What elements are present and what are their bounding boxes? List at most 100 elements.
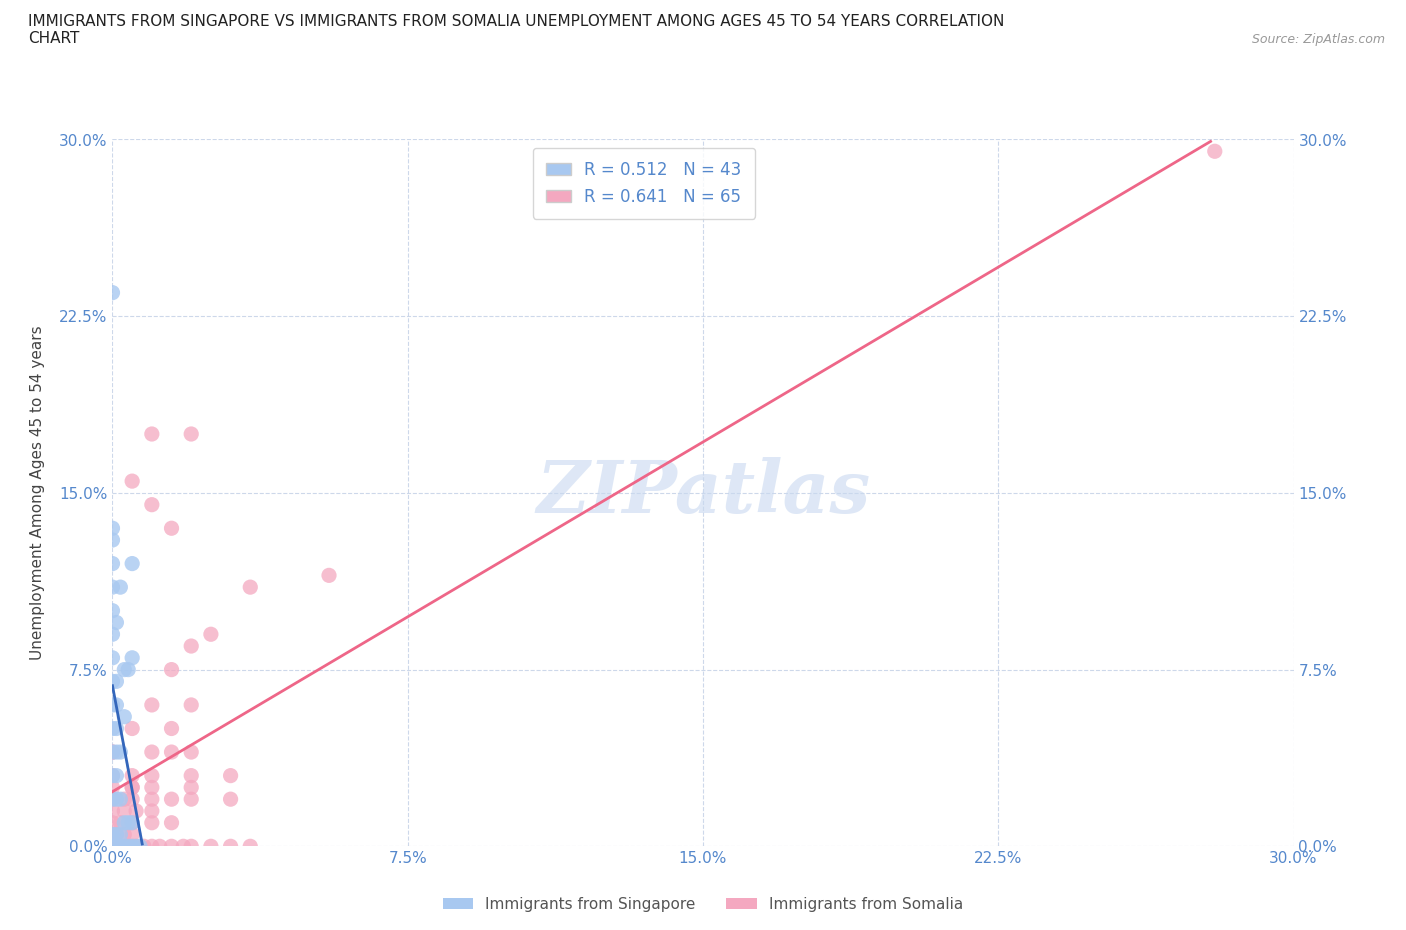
Point	[117, 662, 139, 677]
Point	[101, 839, 124, 854]
Point	[121, 780, 143, 795]
Point	[121, 721, 143, 736]
Point	[101, 650, 124, 665]
Point	[180, 427, 202, 442]
Point	[101, 745, 124, 760]
Point	[101, 839, 124, 854]
Point	[110, 816, 132, 830]
Point	[160, 521, 183, 536]
Point	[117, 816, 139, 830]
Point	[180, 745, 202, 760]
Point	[141, 427, 163, 442]
Point	[200, 627, 222, 642]
Point	[112, 839, 135, 854]
Point	[172, 839, 194, 854]
Point	[101, 804, 124, 818]
Point	[105, 745, 128, 760]
Point	[101, 745, 124, 760]
Point	[101, 627, 124, 642]
Point	[105, 827, 128, 842]
Point	[101, 780, 124, 795]
Point	[219, 791, 242, 806]
Point	[125, 839, 148, 854]
Point	[105, 615, 128, 630]
Point	[112, 839, 135, 854]
Point	[129, 839, 152, 854]
Point	[101, 533, 124, 548]
Point	[101, 827, 124, 842]
Point	[141, 780, 163, 795]
Point	[121, 839, 143, 854]
Point	[121, 827, 143, 842]
Point	[105, 827, 128, 842]
Point	[101, 816, 124, 830]
Point	[141, 816, 163, 830]
Point	[110, 839, 132, 854]
Point	[121, 839, 143, 854]
Point	[160, 839, 183, 854]
Point	[105, 698, 128, 712]
Point	[121, 768, 143, 783]
Point	[112, 710, 135, 724]
Point	[101, 286, 124, 300]
Point	[180, 639, 202, 654]
Point	[121, 816, 143, 830]
Point	[180, 698, 202, 712]
Point	[121, 791, 143, 806]
Point	[101, 604, 124, 618]
Point	[160, 662, 183, 677]
Point	[105, 768, 128, 783]
Point	[219, 768, 242, 783]
Point	[239, 839, 262, 854]
Point	[180, 839, 202, 854]
Point	[101, 579, 124, 594]
Point	[101, 791, 124, 806]
Point	[141, 745, 163, 760]
Point	[160, 791, 183, 806]
Point	[180, 791, 202, 806]
Text: Source: ZipAtlas.com: Source: ZipAtlas.com	[1251, 33, 1385, 46]
Point	[112, 804, 135, 818]
Point	[125, 839, 148, 854]
Point	[121, 650, 143, 665]
Y-axis label: Unemployment Among Ages 45 to 54 years: Unemployment Among Ages 45 to 54 years	[31, 326, 45, 660]
Point	[110, 791, 132, 806]
Point	[149, 839, 172, 854]
Legend: R = 0.512   N = 43, R = 0.641   N = 65: R = 0.512 N = 43, R = 0.641 N = 65	[533, 148, 755, 219]
Point	[105, 839, 128, 854]
Point	[110, 839, 132, 854]
Point	[200, 839, 222, 854]
Point	[141, 768, 163, 783]
Point	[105, 791, 128, 806]
Point	[121, 816, 143, 830]
Point	[105, 839, 128, 854]
Point	[121, 473, 143, 488]
Point	[112, 816, 135, 830]
Point	[112, 827, 135, 842]
Point	[121, 556, 143, 571]
Point	[141, 804, 163, 818]
Point	[112, 662, 135, 677]
Point	[160, 816, 183, 830]
Point	[105, 721, 128, 736]
Point	[180, 768, 202, 783]
Point	[141, 791, 163, 806]
Legend: Immigrants from Singapore, Immigrants from Somalia: Immigrants from Singapore, Immigrants fr…	[436, 891, 970, 918]
Point	[160, 721, 183, 736]
Point	[219, 839, 242, 854]
Point	[110, 745, 132, 760]
Point	[141, 839, 163, 854]
Point	[160, 745, 183, 760]
Point	[101, 791, 124, 806]
Point	[105, 674, 128, 689]
Point	[318, 568, 340, 583]
Point	[110, 579, 132, 594]
Point	[101, 745, 124, 760]
Point	[125, 804, 148, 818]
Point	[141, 498, 163, 512]
Text: IMMIGRANTS FROM SINGAPORE VS IMMIGRANTS FROM SOMALIA UNEMPLOYMENT AMONG AGES 45 : IMMIGRANTS FROM SINGAPORE VS IMMIGRANTS …	[28, 14, 1004, 46]
Point	[101, 674, 124, 689]
Point	[101, 698, 124, 712]
Point	[141, 698, 163, 712]
Point	[112, 791, 135, 806]
